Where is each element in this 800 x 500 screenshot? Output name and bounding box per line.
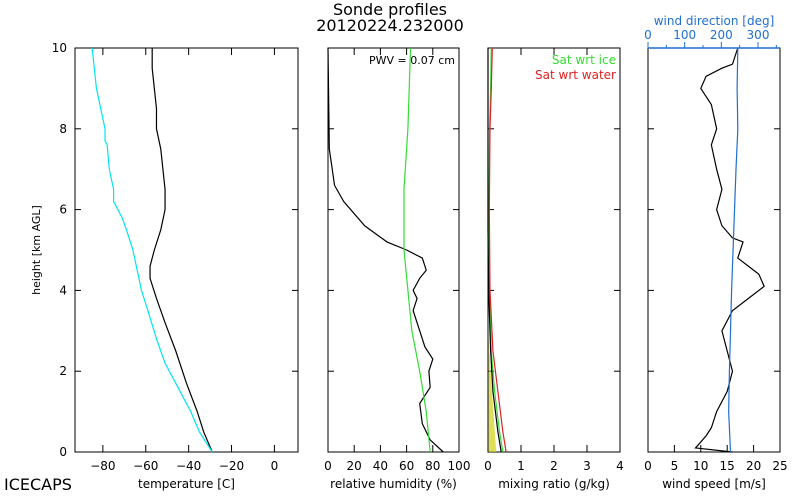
y-tick-label: 4 — [59, 283, 67, 297]
series-line-2 — [403, 47, 431, 453]
panel-relative_humidity: 0 20 40 60 80 100 relative humidity (%) PWV = 0… — [324, 47, 471, 491]
x-tick-label: 20 — [746, 459, 761, 473]
series-line-2 — [728, 47, 739, 453]
y-tick-label: 0 — [59, 445, 67, 459]
x-axis-label: temperature [C] — [138, 477, 235, 491]
top-axis-tick-label: 200 — [710, 28, 733, 42]
x-tick-label: 3 — [583, 459, 591, 473]
x-tick-label: 15 — [720, 459, 735, 473]
top-axis-label: wind direction [deg] — [654, 14, 775, 28]
panel-temperature: −80 −60 −40 −20 0 0 2 4 6 8 10 temperature [C] heigh… — [30, 41, 299, 491]
figure-title: Sonde profiles — [333, 0, 447, 19]
series-line-2 — [91, 47, 213, 453]
plot-frame — [74, 47, 299, 453]
x-axis-label: mixing ratio (g/kg) — [498, 477, 610, 491]
top-axis-tick-label: 300 — [747, 28, 770, 42]
x-tick-label: −60 — [133, 459, 158, 473]
x-tick-label: 80 — [425, 459, 440, 473]
x-axis-label: relative humidity (%) — [330, 477, 457, 491]
x-tick-label: 5 — [671, 459, 679, 473]
series-line-sat-wrt-water — [488, 47, 507, 453]
plot-frame — [327, 47, 460, 453]
series-line-1 — [694, 47, 765, 453]
y-tick-label: 10 — [52, 41, 67, 55]
plot-frame — [647, 47, 781, 453]
x-tick-label: 25 — [772, 459, 787, 473]
x-tick-label: −40 — [176, 459, 201, 473]
x-tick-label: −20 — [219, 459, 244, 473]
plot-frame — [487, 47, 621, 453]
y-tick-label: 8 — [59, 122, 67, 136]
x-tick-label: 1 — [517, 459, 525, 473]
x-tick-label: −80 — [90, 459, 115, 473]
series-line-1 — [149, 48, 213, 453]
mixing-ratio-band — [488, 338, 497, 452]
x-tick-label: 60 — [399, 459, 414, 473]
x-tick-label: 10 — [693, 459, 708, 473]
x-tick-label: 0 — [644, 459, 652, 473]
series-line-3 — [487, 48, 502, 453]
x-axis-label: wind speed [m/s] — [662, 477, 766, 491]
y-tick-label: 6 — [59, 203, 67, 217]
watermark-label: ICECAPS — [4, 475, 72, 494]
x-tick-label: 20 — [347, 459, 362, 473]
series-line-1 — [327, 47, 444, 453]
x-tick-label: 0 — [324, 459, 332, 473]
legend-entry: Sat wrt ice — [552, 53, 616, 67]
panel-wind: 0 5 10 15 20 25 wind speed [m/s] 0 100 200 300wind… — [644, 14, 787, 491]
top-axis-tick-label: 100 — [673, 28, 696, 42]
x-tick-label: 40 — [373, 459, 388, 473]
x-tick-label: 0 — [484, 459, 492, 473]
y-axis-label: height [km AGL] — [30, 205, 43, 295]
y-tick-label: 2 — [59, 364, 67, 378]
legend-entry: Sat wrt water — [535, 68, 616, 82]
x-tick-label: 2 — [550, 459, 558, 473]
figure-date: 20120224.232000 — [316, 16, 464, 35]
x-tick-label: 0 — [271, 459, 279, 473]
x-tick-label: 100 — [448, 459, 471, 473]
pwv-annotation: PWV = 0.07 cm — [369, 54, 455, 67]
x-tick-label: 4 — [616, 459, 624, 473]
top-axis-tick-label: 0 — [644, 28, 652, 42]
